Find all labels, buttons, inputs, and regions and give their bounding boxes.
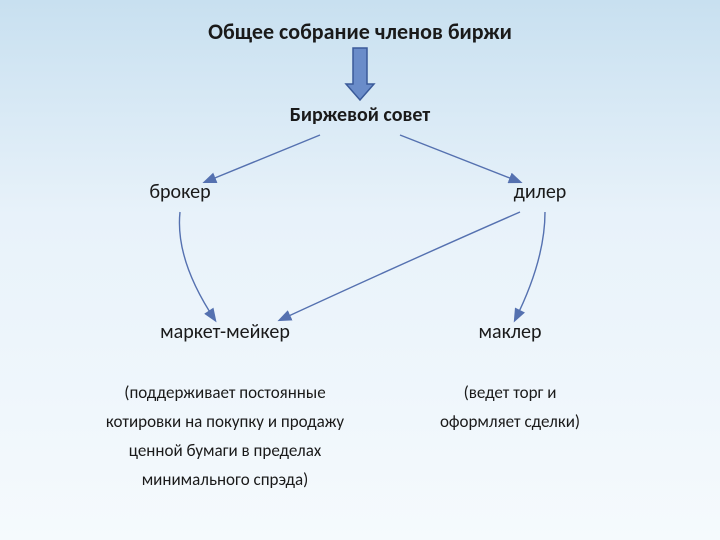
broker-label: брокер — [149, 180, 210, 204]
makler-label: маклер — [478, 320, 541, 344]
market-maker-label: маркет-мейкер — [160, 320, 290, 344]
council-node: Биржевой совет — [230, 103, 490, 127]
market-maker-desc-text: (поддерживает постоянные котировки на по… — [106, 382, 344, 490]
market-maker-desc: (поддерживает постоянные котировки на по… — [70, 350, 380, 494]
dealer-label: дилер — [514, 180, 567, 204]
root-label: Общее собрание членов биржи — [208, 18, 512, 45]
council-label: Биржевой совет — [290, 103, 430, 127]
makler-node: маклер — [430, 320, 590, 344]
makler-desc-text: (ведет торг и оформляет сделки) — [440, 382, 580, 432]
root-node: Общее собрание членов биржи — [160, 18, 560, 45]
broker-node: брокер — [120, 180, 240, 204]
dealer-node: дилер — [480, 180, 600, 204]
market-maker-node: маркет-мейкер — [105, 320, 345, 344]
makler-desc: (ведет торг и оформляет сделки) — [400, 350, 620, 437]
